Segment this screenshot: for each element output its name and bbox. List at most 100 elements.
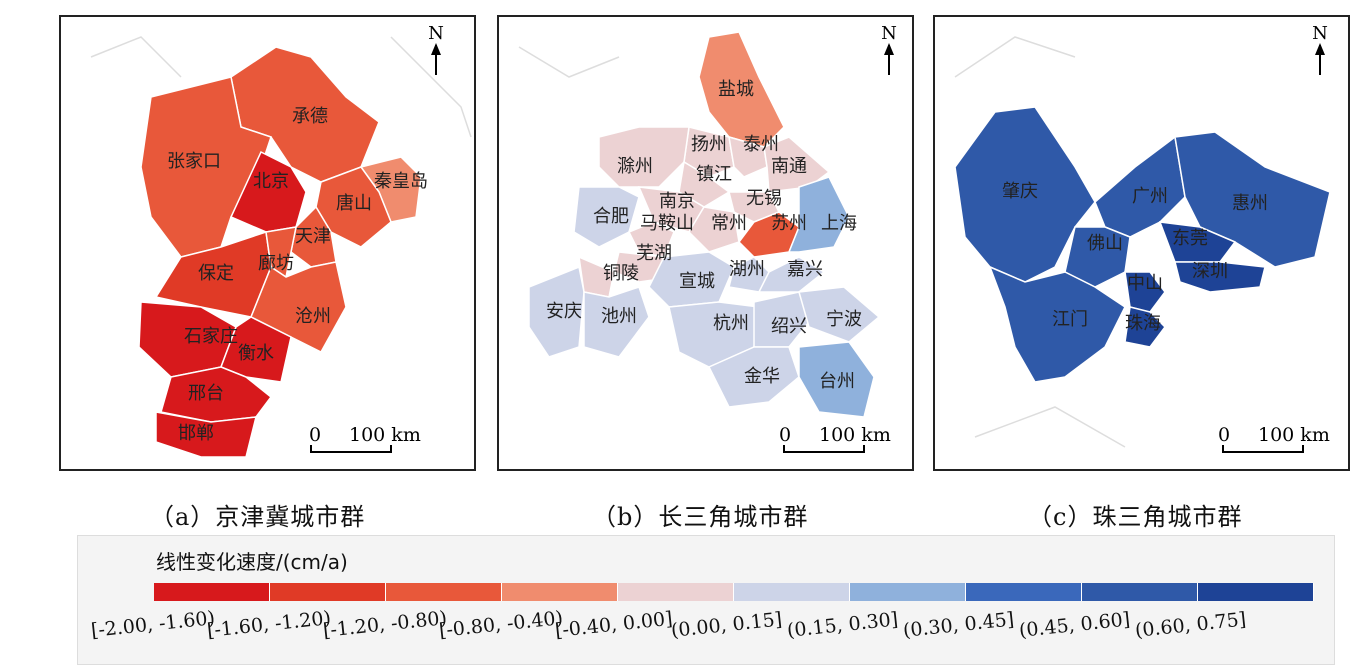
region-anqing xyxy=(528,265,585,358)
legend-swatch xyxy=(1198,583,1314,601)
legend-swatch xyxy=(966,583,1082,601)
map-panel-changsanjiao: 盐城 扬州 泰州 滁州 镇江 南通 南京 无锡 合肥 马鞍山 常州 苏州 上海 芜湖 铜陵 宣城 湖州 嘉兴 安庆池… xyxy=(497,15,914,471)
svg-text:0: 0 xyxy=(1218,424,1230,446)
legend-label: (0.45, 0.60] xyxy=(1018,608,1132,642)
region-label: 镇江 xyxy=(696,164,732,185)
region-cangzhou xyxy=(250,261,347,353)
region-shaoxing xyxy=(753,291,810,348)
region-zhuhai xyxy=(1124,306,1166,348)
north-label: N xyxy=(881,23,897,44)
svg-text:100 km: 100 km xyxy=(349,424,421,446)
legend-swatch xyxy=(386,583,502,601)
region-label: 南京 xyxy=(659,191,695,212)
legend-label: [-0.40, 0.00] xyxy=(554,607,674,642)
legend-swatch xyxy=(850,583,966,601)
region-label: 铜陵 xyxy=(603,263,639,284)
region-label: 盐城 xyxy=(718,79,754,100)
north-arrow-b: N xyxy=(881,23,897,75)
region-label: 安庆 xyxy=(546,301,582,322)
region-label: 苏州 xyxy=(771,213,807,234)
region-label: 唐山 xyxy=(336,193,372,214)
legend-label: [-1.60, -1.20) xyxy=(206,607,332,642)
legend-label: (0.15, 0.30] xyxy=(786,608,900,642)
legend-swatch xyxy=(734,583,850,601)
region-label: 衡水 xyxy=(238,343,274,364)
region-langfang xyxy=(265,226,297,279)
north-arrow-a: N xyxy=(428,23,444,75)
region-label: 广州 xyxy=(1132,186,1168,207)
region-chizhou xyxy=(583,286,650,358)
region-label: 合肥 xyxy=(593,206,629,227)
region-label: 湖州 xyxy=(729,259,765,280)
legend-label: (0.00, 0.15] xyxy=(670,608,784,642)
legend-color-bar xyxy=(154,583,1314,601)
region-changzhou xyxy=(688,206,740,253)
region-zhongshan xyxy=(1124,271,1166,313)
region-label: 邢台 xyxy=(188,383,224,404)
region-label: 台州 xyxy=(819,371,855,392)
region-handan xyxy=(155,411,257,458)
legend-title: 线性变化速度/(cm/a) xyxy=(156,550,348,574)
region-maanshan xyxy=(627,221,675,258)
region-label: 池州 xyxy=(601,306,637,327)
region-label: 天津 xyxy=(295,226,331,247)
north-label: N xyxy=(428,23,444,44)
region-chuzhou xyxy=(598,126,690,188)
region-label: 秦皇岛 xyxy=(374,171,428,192)
region-taizhou-js xyxy=(728,135,768,178)
region-jiangmen xyxy=(988,265,1126,383)
region-label: 南通 xyxy=(771,156,807,177)
legend-label: (0.60, 0.75] xyxy=(1134,608,1248,642)
region-shenzhen xyxy=(1174,261,1266,293)
legend-swatch xyxy=(618,583,734,601)
map-panel-zhusanjiao: 肇庆 广州 惠州 佛山 东莞 中山 深圳 江门 珠海 N 0 100 km xyxy=(933,15,1350,471)
region-label: 绍兴 xyxy=(771,316,807,337)
region-label: 北京 xyxy=(253,171,289,192)
region-label: 杭州 xyxy=(713,313,749,334)
region-label: 芜湖 xyxy=(636,243,672,264)
region-dongguan xyxy=(1158,221,1237,263)
region-label: 邯郸 xyxy=(178,423,214,444)
region-label: 肇庆 xyxy=(1002,181,1038,202)
region-shanghai xyxy=(787,176,850,253)
legend-label: [-0.80, -0.40) xyxy=(438,607,564,642)
region-label: 廊坊 xyxy=(258,253,294,274)
svg-text:0: 0 xyxy=(779,424,791,446)
caption-b: （b）长三角城市群 xyxy=(592,503,809,531)
scale-bar-a: 0 100 km xyxy=(309,424,421,453)
region-label: 惠州 xyxy=(1232,193,1268,214)
north-arrow-c: N xyxy=(1312,23,1328,75)
legend-swatch xyxy=(502,583,618,601)
legend-label: (0.30, 0.45] xyxy=(902,608,1016,642)
region-label: 佛山 xyxy=(1087,233,1123,254)
region-label: 东莞 xyxy=(1172,228,1208,249)
region-label: 深圳 xyxy=(1192,261,1228,282)
region-zhenjiang xyxy=(678,160,731,208)
svg-text:0: 0 xyxy=(309,424,321,446)
region-label: 泰州 xyxy=(743,134,779,155)
region-label: 上海 xyxy=(821,213,857,234)
region-taizhou-zj xyxy=(798,341,875,418)
region-jiaxing xyxy=(757,256,826,293)
region-label: 常州 xyxy=(711,213,747,234)
scale-bar-c: 0 100 km xyxy=(1218,424,1330,453)
legend: 线性变化速度/(cm/a) [-2.00, -1.60) [-1.60, -1.2… xyxy=(77,535,1335,665)
svg-text:100 km: 100 km xyxy=(819,424,891,446)
legend-swatch xyxy=(1082,583,1198,601)
region-label: 珠海 xyxy=(1125,313,1161,334)
legend-label: [-1.20, -0.80) xyxy=(322,607,448,642)
map-panel-jingjinji: 承德张家口北京 秦皇岛 唐山 天津保定 廊坊沧州石家庄 衡水 邢台邯郸 N 0 100 km xyxy=(59,15,476,471)
region-label: 承德 xyxy=(292,106,328,127)
region-label: 扬州 xyxy=(691,134,727,155)
region-label: 保定 xyxy=(198,263,234,284)
legend-swatch xyxy=(154,583,270,601)
region-label: 无锡 xyxy=(746,188,782,209)
region-label: 宣城 xyxy=(679,271,715,292)
region-huizhou xyxy=(1174,131,1331,268)
region-label: 石家庄 xyxy=(184,326,238,347)
region-label: 中山 xyxy=(1127,273,1163,294)
region-label: 张家口 xyxy=(167,151,221,172)
legend-labels: [-2.00, -1.60) [-1.60, -1.20) [-1.20, -0.8… xyxy=(78,536,1334,664)
region-label: 沧州 xyxy=(295,306,331,327)
